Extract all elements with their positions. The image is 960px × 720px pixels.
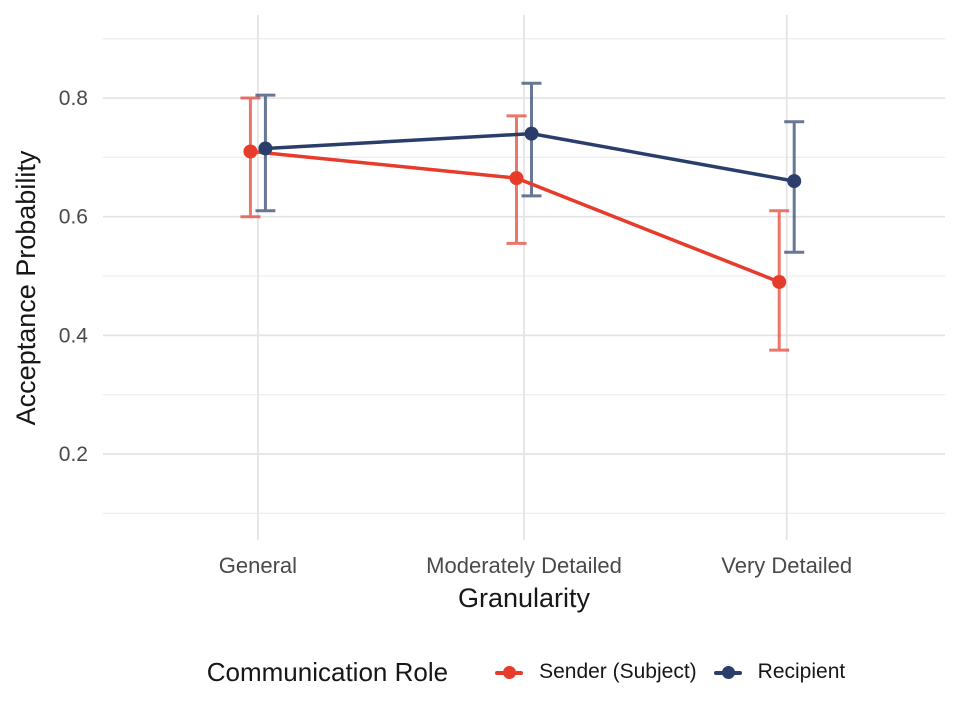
x-axis-title: Granularity: [458, 583, 591, 613]
legend-key-sender-icon: [495, 665, 524, 680]
axis-tick-labels: 0.2 0.4 0.6 0.8 General Moderately Detailed Ve…: [59, 87, 852, 578]
legend-title: Communication Role: [206, 656, 449, 687]
data-layer: [240, 81, 805, 352]
y-tick-label: 0.2: [59, 443, 88, 466]
legend-item-sender: Sender (Subject): [495, 660, 697, 684]
x-tick-label: Very Detailed: [721, 553, 852, 578]
x-tick-label: Moderately Detailed: [426, 553, 622, 578]
y-tick-label: 0.6: [59, 206, 88, 229]
legend-label-recipient: Recipient: [757, 660, 846, 683]
data-point-recipient: [258, 141, 273, 156]
legend-key-recipient-icon: [713, 665, 742, 680]
legend: Communication Role Sender (Subject) Reci…: [46, 650, 960, 694]
grid-layer: [103, 15, 945, 540]
data-point-sender: [772, 274, 787, 289]
data-point-recipient: [524, 126, 539, 141]
data-point-sender: [243, 144, 258, 159]
data-point-recipient: [787, 174, 802, 189]
data-point-sender: [509, 171, 524, 186]
y-axis-title: Acceptance Probability: [11, 150, 41, 425]
legend-label-sender: Sender (Subject): [539, 660, 697, 683]
y-tick-label: 0.8: [59, 87, 88, 110]
x-tick-label: General: [219, 553, 297, 578]
chart-canvas: 0.2 0.4 0.6 0.8 General Moderately Detailed Ve…: [11, 15, 945, 613]
y-tick-label: 0.4: [59, 324, 89, 347]
legend-item-recipient: Recipient: [713, 660, 846, 684]
